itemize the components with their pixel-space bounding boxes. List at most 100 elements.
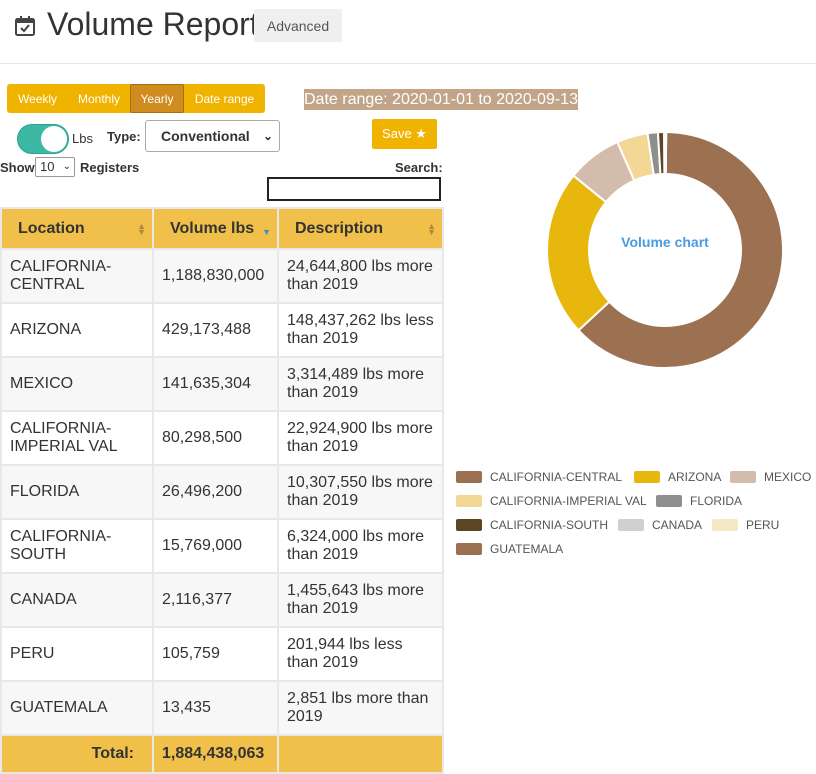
chevron-down-icon: ⌄ (62, 161, 71, 172)
search-label: Search: (395, 160, 443, 175)
sort-icon: ▲ ▼ (427, 221, 436, 237)
table-row: MEXICO 141,635,304 3,314,489 lbs more th… (0, 356, 444, 412)
page-size-select[interactable]: 10 ⌄ (35, 157, 75, 177)
legend-swatch (456, 495, 482, 507)
location-cell: CALIFORNIA-CENTRAL (0, 248, 154, 304)
description-cell: 3,314,489 lbs more than 2019 (277, 356, 444, 412)
weekly-button[interactable]: Weekly (7, 84, 68, 113)
location-cell: CALIFORNIA-IMPERIAL VAL (0, 410, 154, 466)
sort-descending-icon: ▼ (262, 227, 271, 237)
volume-cell: 2,116,377 (152, 572, 279, 628)
legend-item[interactable]: PERU (712, 518, 779, 532)
location-cell: CALIFORNIA-SOUTH (0, 518, 154, 574)
type-select[interactable]: Conventional ⌄ (145, 120, 280, 152)
volume-cell: 141,635,304 (152, 356, 279, 412)
legend-item[interactable]: CALIFORNIA-SOUTH (456, 518, 608, 532)
column-header-volume[interactable]: Volume lbs ▼ (152, 207, 279, 250)
type-select-value: Conventional (161, 128, 250, 144)
legend-item[interactable]: ARIZONA (634, 470, 721, 484)
table-row: CALIFORNIA-CENTRAL 1,188,830,000 24,644,… (0, 248, 444, 304)
table-row: CALIFORNIA-SOUTH 15,769,000 6,324,000 lb… (0, 518, 444, 574)
description-cell: 6,324,000 lbs more than 2019 (277, 518, 444, 574)
table-row: PERU 105,759 201,944 lbs less than 2019 (0, 626, 444, 682)
chart-legend: CALIFORNIA-CENTRAL ARIZONA MEXICO CALIFORNI… (456, 470, 816, 566)
total-label: Total: (0, 734, 154, 774)
legend-swatch (618, 519, 644, 531)
volume-cell: 80,298,500 (152, 410, 279, 466)
sort-icon: ▲ ▼ (137, 221, 146, 237)
date-range-button[interactable]: Date range (184, 84, 265, 113)
legend-row: GUATEMALA (456, 542, 816, 566)
legend-label: FLORIDA (690, 494, 743, 508)
legend-label: CANADA (652, 518, 703, 532)
period-toggle-group: Weekly Monthly Yearly Date range (7, 84, 265, 113)
page-title: Volume Report (47, 6, 259, 42)
legend-swatch (456, 471, 482, 483)
legend-row: CALIFORNIA-CENTRAL ARIZONA MEXICO (456, 470, 816, 494)
legend-item[interactable]: CANADA (618, 518, 702, 532)
legend-label: PERU (746, 518, 780, 532)
volume-donut-chart (546, 130, 784, 369)
total-empty-cell (277, 734, 444, 774)
save-button[interactable]: Save ★ (372, 119, 437, 149)
legend-swatch (712, 519, 738, 531)
volume-cell: 105,759 (152, 626, 279, 682)
location-cell: GUATEMALA (0, 680, 154, 736)
volume-table: Location ▲ ▼ Volume lbs ▼ Description ▲ ▼ … (0, 207, 444, 774)
column-header-label: Volume lbs (170, 219, 255, 237)
pie-slice-arizona[interactable] (546, 174, 611, 332)
legend-item[interactable]: FLORIDA (656, 494, 742, 508)
search-input[interactable] (267, 177, 441, 201)
legend-swatch (656, 495, 682, 507)
location-cell: FLORIDA (0, 464, 154, 520)
pie-slice-california-central[interactable] (577, 130, 784, 369)
description-cell: 201,944 lbs less than 2019 (277, 626, 444, 682)
description-cell: 1,455,643 lbs more than 2019 (277, 572, 444, 628)
column-header-description[interactable]: Description ▲ ▼ (277, 207, 444, 250)
yearly-button[interactable]: Yearly (130, 84, 184, 113)
legend-row: CALIFORNIA-SOUTH CANADA PERU (456, 518, 816, 542)
advanced-button[interactable]: Advanced (254, 9, 342, 42)
location-cell: PERU (0, 626, 154, 682)
table-row: CALIFORNIA-IMPERIAL VAL 80,298,500 22,92… (0, 410, 444, 466)
column-header-location[interactable]: Location ▲ ▼ (0, 207, 154, 250)
table-row: FLORIDA 26,496,200 10,307,550 lbs more t… (0, 464, 444, 520)
monthly-button[interactable]: Monthly (68, 84, 130, 113)
legend-item[interactable]: MEXICO (730, 470, 811, 484)
volume-cell: 26,496,200 (152, 464, 279, 520)
page-header: Volume Report Advanced (0, 0, 816, 64)
toggle-knob (41, 126, 67, 152)
location-cell: MEXICO (0, 356, 154, 412)
location-cell: ARIZONA (0, 302, 154, 358)
registers-label: Registers (80, 160, 140, 175)
legend-row: CALIFORNIA-IMPERIAL VAL FLORIDA (456, 494, 816, 518)
table-total-row: Total: 1,884,438,063 (0, 734, 444, 774)
volume-cell: 429,173,488 (152, 302, 279, 358)
pie-slice-guatemala[interactable] (663, 130, 668, 176)
description-cell: 2,851 lbs more than 2019 (277, 680, 444, 736)
legend-label: CALIFORNIA-SOUTH (490, 518, 609, 532)
legend-label: CALIFORNIA-IMPERIAL VAL (490, 494, 647, 508)
legend-item[interactable]: CALIFORNIA-IMPERIAL VAL (456, 494, 647, 508)
table-header-row: Location ▲ ▼ Volume lbs ▼ Description ▲ ▼ (0, 207, 444, 250)
total-value: 1,884,438,063 (152, 734, 279, 774)
legend-swatch (456, 519, 482, 531)
legend-label: MEXICO (764, 470, 812, 484)
unit-toggle-switch[interactable] (17, 124, 69, 154)
type-label: Type: (107, 129, 141, 144)
legend-swatch (730, 471, 756, 483)
legend-swatch (456, 543, 482, 555)
legend-item[interactable]: GUATEMALA (456, 542, 563, 556)
legend-swatch (634, 471, 660, 483)
date-range-label: Date range: 2020-01-01 to 2020-09-13 (304, 89, 578, 110)
description-cell: 24,644,800 lbs more than 2019 (277, 248, 444, 304)
volume-cell: 15,769,000 (152, 518, 279, 574)
location-cell: CANADA (0, 572, 154, 628)
legend-label: GUATEMALA (490, 542, 564, 556)
legend-item[interactable]: CALIFORNIA-CENTRAL (456, 470, 622, 484)
table-row: ARIZONA 429,173,488 148,437,262 lbs less… (0, 302, 444, 358)
legend-label: ARIZONA (668, 470, 722, 484)
volume-cell: 13,435 (152, 680, 279, 736)
volume-cell: 1,188,830,000 (152, 248, 279, 304)
unit-label: Lbs (72, 131, 93, 146)
